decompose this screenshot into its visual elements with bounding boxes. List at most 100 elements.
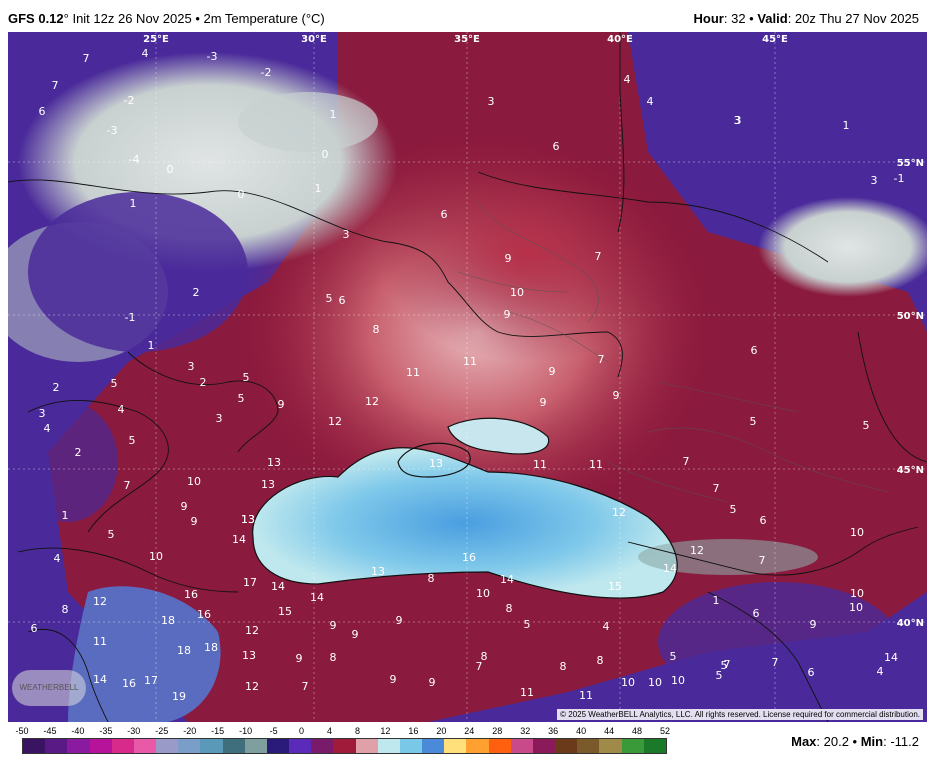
temperature-value: 13 (371, 565, 385, 578)
temperature-value: 14 (271, 580, 285, 593)
temperature-value: 9 (540, 396, 547, 409)
temperature-value: 8 (373, 323, 380, 336)
map-canvas: 25°E 30°E 35°E 40°E 45°E 55°N 50°N 45°N … (8, 32, 927, 722)
scale-swatch (621, 739, 644, 753)
scale-swatch (577, 739, 600, 753)
temperature-value: 19 (172, 690, 186, 703)
temperature-value: -2 (261, 66, 272, 79)
temperature-value: 11 (93, 635, 107, 648)
scale-tick-label: 48 (632, 726, 643, 736)
temperature-value: 10 (850, 526, 864, 539)
temperature-value: 0 (322, 148, 329, 161)
temperature-value: 12 (245, 680, 259, 693)
temperature-value: 6 (31, 622, 38, 635)
temperature-value: 16 (197, 608, 211, 621)
scale-tick-label: 52 (659, 726, 671, 736)
lat-label: 40°N (897, 618, 924, 629)
lat-label: 55°N (897, 158, 924, 169)
temperature-value: 4 (44, 422, 51, 435)
scale-swatch (466, 739, 489, 753)
temperature-value: 14 (884, 651, 898, 664)
temperature-value: 3 (216, 412, 223, 425)
temperature-value: 5 (716, 669, 723, 682)
temperature-value: 4 (647, 95, 654, 108)
scale-tick-label: -5 (269, 726, 278, 736)
temperature-value: 7 (713, 482, 720, 495)
temperature-value: 12 (245, 624, 259, 637)
temperature-value: 2 (75, 446, 82, 459)
map-title: GFS 0.12° Init 12z 26 Nov 2025 • 2m Temp… (8, 11, 325, 26)
temperature-value: 7 (598, 353, 605, 366)
temperature-value: 17 (144, 674, 158, 687)
scale-tick-label: 20 (436, 726, 447, 736)
scale-tick-label: -45 (43, 726, 57, 736)
temperature-value: 9 (505, 252, 512, 265)
lat-lon-grid (8, 32, 927, 722)
temperature-value: -1 (125, 311, 136, 324)
temperature-value: 10 (671, 674, 685, 687)
temperature-value: 9 (810, 618, 817, 631)
temperature-value: 4 (603, 620, 610, 633)
temperature-value: 9 (396, 614, 403, 627)
temperature-value: 10 (648, 676, 662, 689)
temperature-value: 5 (670, 650, 677, 663)
scale-tick-label: 8 (354, 726, 360, 736)
temperature-value: 6 (753, 607, 760, 620)
temperature-value: 8 (597, 654, 604, 667)
temperature-value: 14 (310, 591, 324, 604)
temperature-value: 1 (315, 182, 322, 195)
temperature-value: 9 (296, 652, 303, 665)
caucasus-cold (638, 539, 818, 575)
lon-label: 30°E (301, 34, 327, 45)
sea-of-azov (448, 418, 549, 454)
temperature-value: 5 (108, 528, 115, 541)
temperature-value: 3 (188, 360, 195, 373)
temperature-value: 4 (624, 73, 631, 86)
temperature-value: 16 (462, 551, 476, 564)
temperature-value: 11 (589, 458, 603, 471)
temperature-value: 4 (54, 552, 61, 565)
temperature-value: 12 (93, 595, 107, 608)
scale-swatch (200, 739, 223, 753)
temperature-value: 6 (808, 666, 815, 679)
temperature-value: 7 (595, 250, 602, 263)
temperature-value: 0 (167, 163, 174, 176)
temperature-value: 9 (330, 619, 337, 632)
scale-ticks: -50 -45 -40 -35 -30 -25 -20 -15 -10 -5 0 4 8 12 16 20 24… (15, 726, 671, 738)
temperature-value: -3 (107, 124, 118, 137)
temperature-value: 14 (663, 562, 677, 575)
temperature-value: 3 (39, 407, 46, 420)
temperature-value: 10 (621, 676, 635, 689)
scale-tick-label: 44 (604, 726, 615, 736)
temperature-value: 11 (579, 689, 593, 702)
scale-tick-label: 36 (548, 726, 559, 736)
max-value: : 20.2 • (816, 734, 861, 749)
temperature-value: 15 (278, 605, 292, 618)
temperature-value: 8 (481, 650, 488, 663)
temperature-value: 9 (504, 308, 511, 321)
temperature-value: 5 (243, 371, 250, 384)
scale-swatch (355, 739, 378, 753)
temperature-value: 5 (750, 415, 757, 428)
temperature-value: 7 (772, 656, 779, 669)
scale-tick-label: 24 (464, 726, 475, 736)
scale-swatch (156, 739, 179, 753)
temperature-value: 2 (53, 381, 60, 394)
scale-tick-label: 4 (327, 726, 333, 736)
cold-north (238, 92, 378, 152)
scale-swatch (266, 739, 290, 753)
temperature-value: 5 (730, 503, 737, 516)
scale-swatch (45, 739, 68, 753)
temperature-value: 13 (267, 456, 281, 469)
temperature-value: 9 (181, 500, 188, 513)
purple-pocket-west (28, 192, 248, 352)
scale-swatch (422, 739, 445, 753)
temperature-value: -2 (124, 94, 135, 107)
scale-swatch (133, 739, 157, 753)
temperature-value: 13 (261, 478, 275, 491)
longitude-labels: 25°E 30°E 35°E 40°E 45°E (143, 34, 788, 45)
temperature-value: 7 (52, 79, 59, 92)
temperature-value: 1 (62, 509, 69, 522)
copyright-notice: © 2025 WeatherBELL Analytics, LLC. All r… (557, 709, 923, 720)
